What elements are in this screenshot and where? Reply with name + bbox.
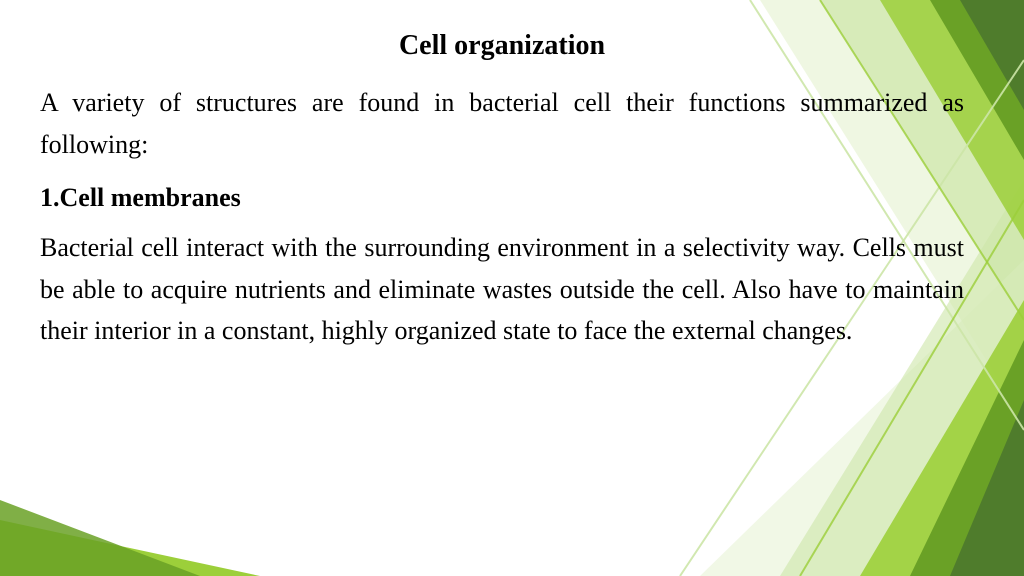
slide-content: Cell organization A variety of structure… — [0, 0, 1024, 576]
body-paragraph: Bacterial cell interact with the surroun… — [40, 227, 964, 352]
intro-paragraph: A variety of structures are found in bac… — [40, 82, 964, 165]
section-heading: 1.Cell membranes — [40, 183, 964, 213]
slide-title: Cell organization — [40, 30, 964, 62]
